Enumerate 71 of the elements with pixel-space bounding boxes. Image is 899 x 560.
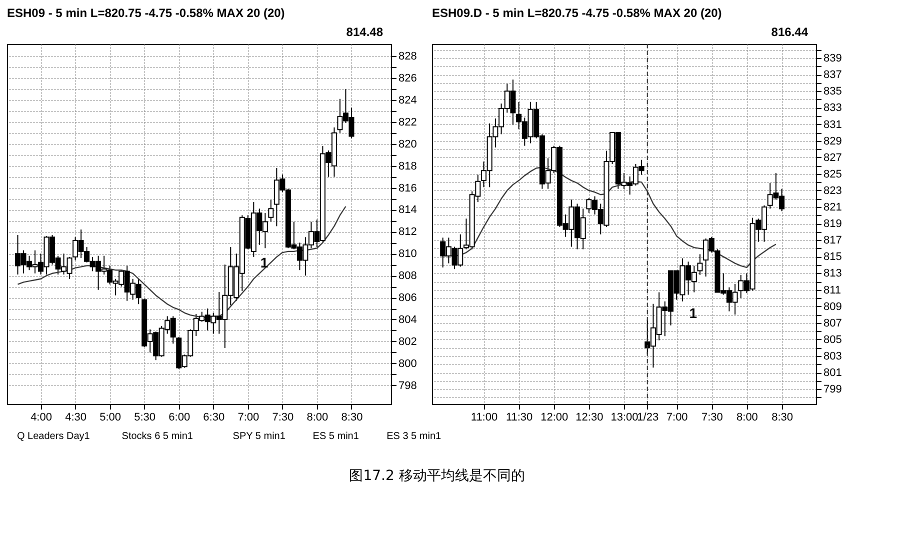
y-tick-label: 815 (824, 251, 842, 264)
y-tick-label: 801 (824, 367, 842, 380)
y-tick-label: 825 (824, 168, 842, 180)
x-tick-label: 7:00 (238, 412, 260, 424)
annotation: 1 (689, 304, 698, 321)
text: 图17.2 移动平均线是不同的 (349, 468, 525, 484)
y-tick-label: 809 (824, 300, 842, 313)
y-tick-label: 817 (824, 234, 842, 247)
y-tick-label: 804 (398, 314, 417, 326)
text: ES 3 5 min1 (386, 431, 442, 442)
y-tick-label: 814 (398, 204, 417, 216)
chart-title: ESH09 - 5 min L=820.75 -4.75 -0.58% MAX 20 (20) (7, 6, 285, 20)
x-tick-label: 12:30 (576, 412, 604, 424)
y-tick-label: 822 (398, 116, 417, 128)
x-tick-label: 7:00 (666, 412, 688, 424)
y-tick-label: 805 (824, 334, 842, 346)
y-tick-label: 828 (398, 50, 417, 63)
y-tick-label: 837 (824, 69, 842, 82)
x-tick-label: 1/23 (637, 412, 659, 424)
x-tick-label: 8:30 (772, 412, 793, 424)
y-tick-label: 799 (824, 384, 842, 396)
y-tick-label: 816 (398, 182, 417, 194)
y-tick-label: 820 (398, 138, 417, 150)
x-tick-label: 12:00 (540, 412, 568, 424)
y-tick-label: 831 (824, 118, 842, 131)
candlestick (697, 254, 703, 276)
chart-title: ESH09.D - 5 min L=820.75 -4.75 -0.58% MAX 20 (20) (432, 6, 722, 20)
x-tick-label: 11:00 (470, 412, 498, 424)
x-tick-label: 8:00 (306, 412, 328, 424)
text: SPY 5 min1 (232, 431, 286, 442)
text: Q Leaders Day1 (17, 431, 90, 442)
x-tick-label: 4:00 (30, 412, 52, 424)
y-tick-label: 829 (824, 135, 842, 148)
text: Stocks 6 5 min1 (122, 431, 194, 442)
y-tick-label: 813 (824, 268, 842, 280)
x-tick-label: 7:30 (272, 412, 294, 424)
text: 814.48 (346, 25, 384, 39)
y-tick-label: 812 (398, 226, 417, 238)
y-tick-label: 835 (824, 86, 842, 98)
x-tick-label: 8:30 (341, 412, 363, 424)
y-tick-label: 833 (824, 102, 842, 114)
y-tick-label: 798 (398, 380, 417, 392)
x-tick-label: 4:30 (65, 412, 87, 424)
candlestick (268, 199, 274, 222)
x-tick-label: 11:30 (506, 412, 533, 424)
x-tick-label: 7:30 (701, 412, 723, 424)
annotation: 1 (260, 254, 268, 270)
text: 816.44 (771, 25, 808, 39)
y-tick-label: 811 (824, 284, 842, 296)
y-tick-label: 800 (398, 358, 417, 370)
y-tick-label: 821 (824, 202, 842, 214)
y-tick-label: 826 (398, 72, 417, 85)
y-tick-label: 819 (824, 218, 842, 230)
y-tick-label: 818 (398, 160, 417, 172)
y-tick-label: 824 (398, 94, 417, 106)
y-tick-label: 823 (824, 184, 842, 197)
y-tick-label: 806 (398, 292, 417, 304)
y-tick-label: 810 (398, 248, 417, 260)
y-tick-label: 803 (824, 350, 842, 362)
x-tick-label: 8:00 (736, 412, 758, 424)
x-tick-label: 5:30 (134, 412, 156, 424)
y-tick-label: 827 (824, 152, 842, 164)
x-tick-label: 6:30 (203, 412, 225, 424)
y-tick-label: 807 (824, 317, 842, 330)
y-tick-label: 808 (398, 270, 417, 282)
x-tick-label: 13:00 (610, 412, 638, 424)
y-tick-label: 839 (824, 52, 842, 65)
x-tick-label: 5:00 (100, 412, 122, 424)
x-tick-label: 6:00 (168, 412, 190, 424)
y-tick-label: 802 (398, 336, 417, 348)
text: ES 5 min1 (312, 431, 360, 442)
